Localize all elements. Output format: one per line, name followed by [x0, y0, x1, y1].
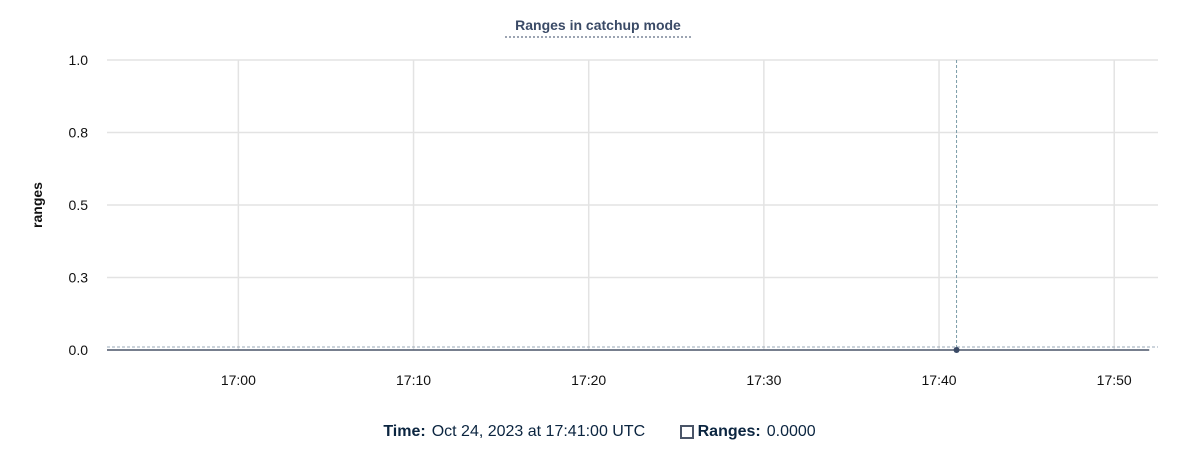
series-label: Ranges: — [697, 423, 761, 440]
time-value: Oct 24, 2023 at 17:41:00 UTC — [431, 423, 646, 440]
x-tick-label: 17:10 — [396, 372, 431, 388]
x-tick-label: 17:50 — [1097, 372, 1132, 388]
hover-data-point — [953, 347, 960, 353]
y-tick-label: 0.8 — [69, 125, 89, 141]
y-tick-label: 0.3 — [69, 270, 89, 286]
x-tick-label: 17:30 — [746, 372, 781, 388]
y-axis-label: ranges — [29, 182, 45, 228]
hover-legend: Time: Oct 24, 2023 at 17:41:00 UTC Ranges… — [0, 423, 1199, 441]
series-toggle-checkbox[interactable] — [679, 425, 694, 439]
y-tick-label: 1.0 — [69, 52, 89, 68]
y-tick-label: 0.0 — [69, 342, 89, 358]
chart-title: Ranges in catchup mode — [515, 17, 681, 33]
series-value: 0.0000 — [766, 423, 816, 440]
x-tick-label: 17:20 — [571, 372, 606, 388]
time-label: Time: — [383, 423, 426, 440]
x-tick-label: 17:40 — [922, 372, 957, 388]
y-tick-label: 0.5 — [69, 197, 89, 213]
x-tick-label: 17:00 — [221, 372, 256, 388]
